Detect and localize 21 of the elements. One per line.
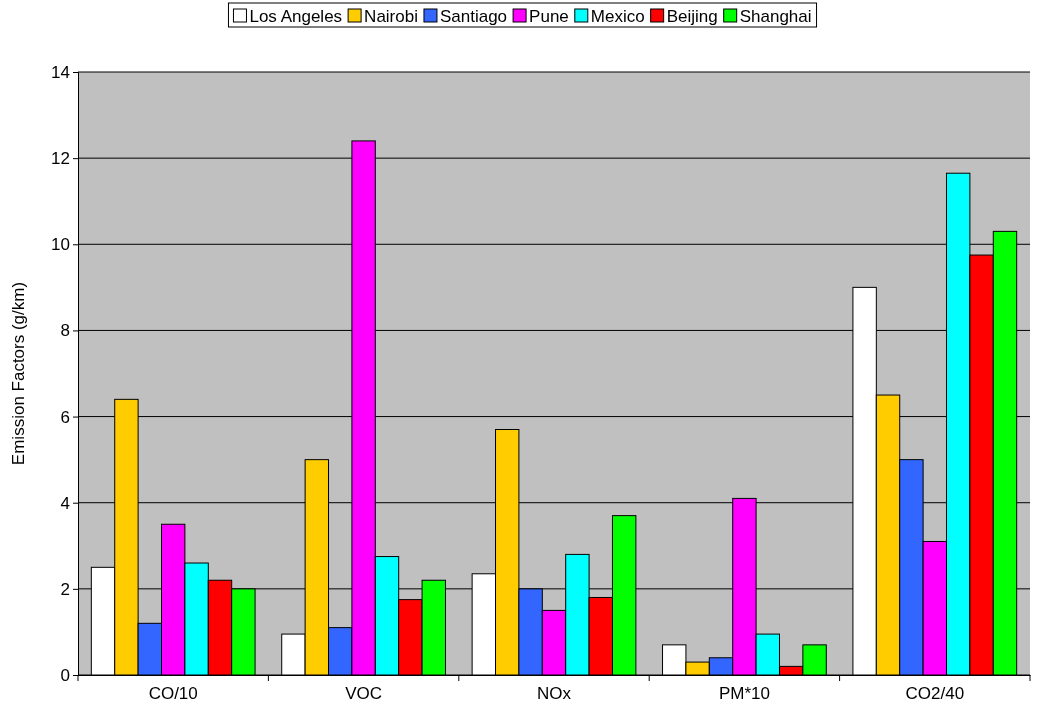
- legend-label: Los Angeles: [249, 7, 343, 26]
- legend-label: Nairobi: [364, 7, 418, 26]
- legend-label: Pune: [529, 7, 569, 26]
- legend-label: Beijing: [666, 7, 718, 26]
- y-tick-label: 12: [51, 149, 70, 169]
- y-tick-label: 4: [60, 493, 70, 513]
- x-tick-label: VOC: [345, 684, 383, 704]
- legend-label: Shanghai: [739, 7, 812, 26]
- legend-label: Santiago: [439, 7, 508, 26]
- x-tick-label: CO2/40: [905, 684, 965, 704]
- y-tick-label: 14: [51, 62, 70, 82]
- y-tick-label: 8: [60, 321, 70, 341]
- x-tick-label: NOx: [537, 684, 572, 704]
- y-tick-label: 10: [51, 235, 70, 255]
- y-tick-label: 0: [60, 665, 70, 685]
- x-tick-label: PM*10: [718, 684, 770, 704]
- legend-label: Mexico: [590, 7, 645, 26]
- y-tick-label: 6: [60, 407, 70, 427]
- x-tick-label: CO/10: [148, 684, 198, 704]
- y-axis-title: Emission Factors (g/km): [9, 281, 28, 466]
- y-tick-label: 2: [60, 579, 70, 599]
